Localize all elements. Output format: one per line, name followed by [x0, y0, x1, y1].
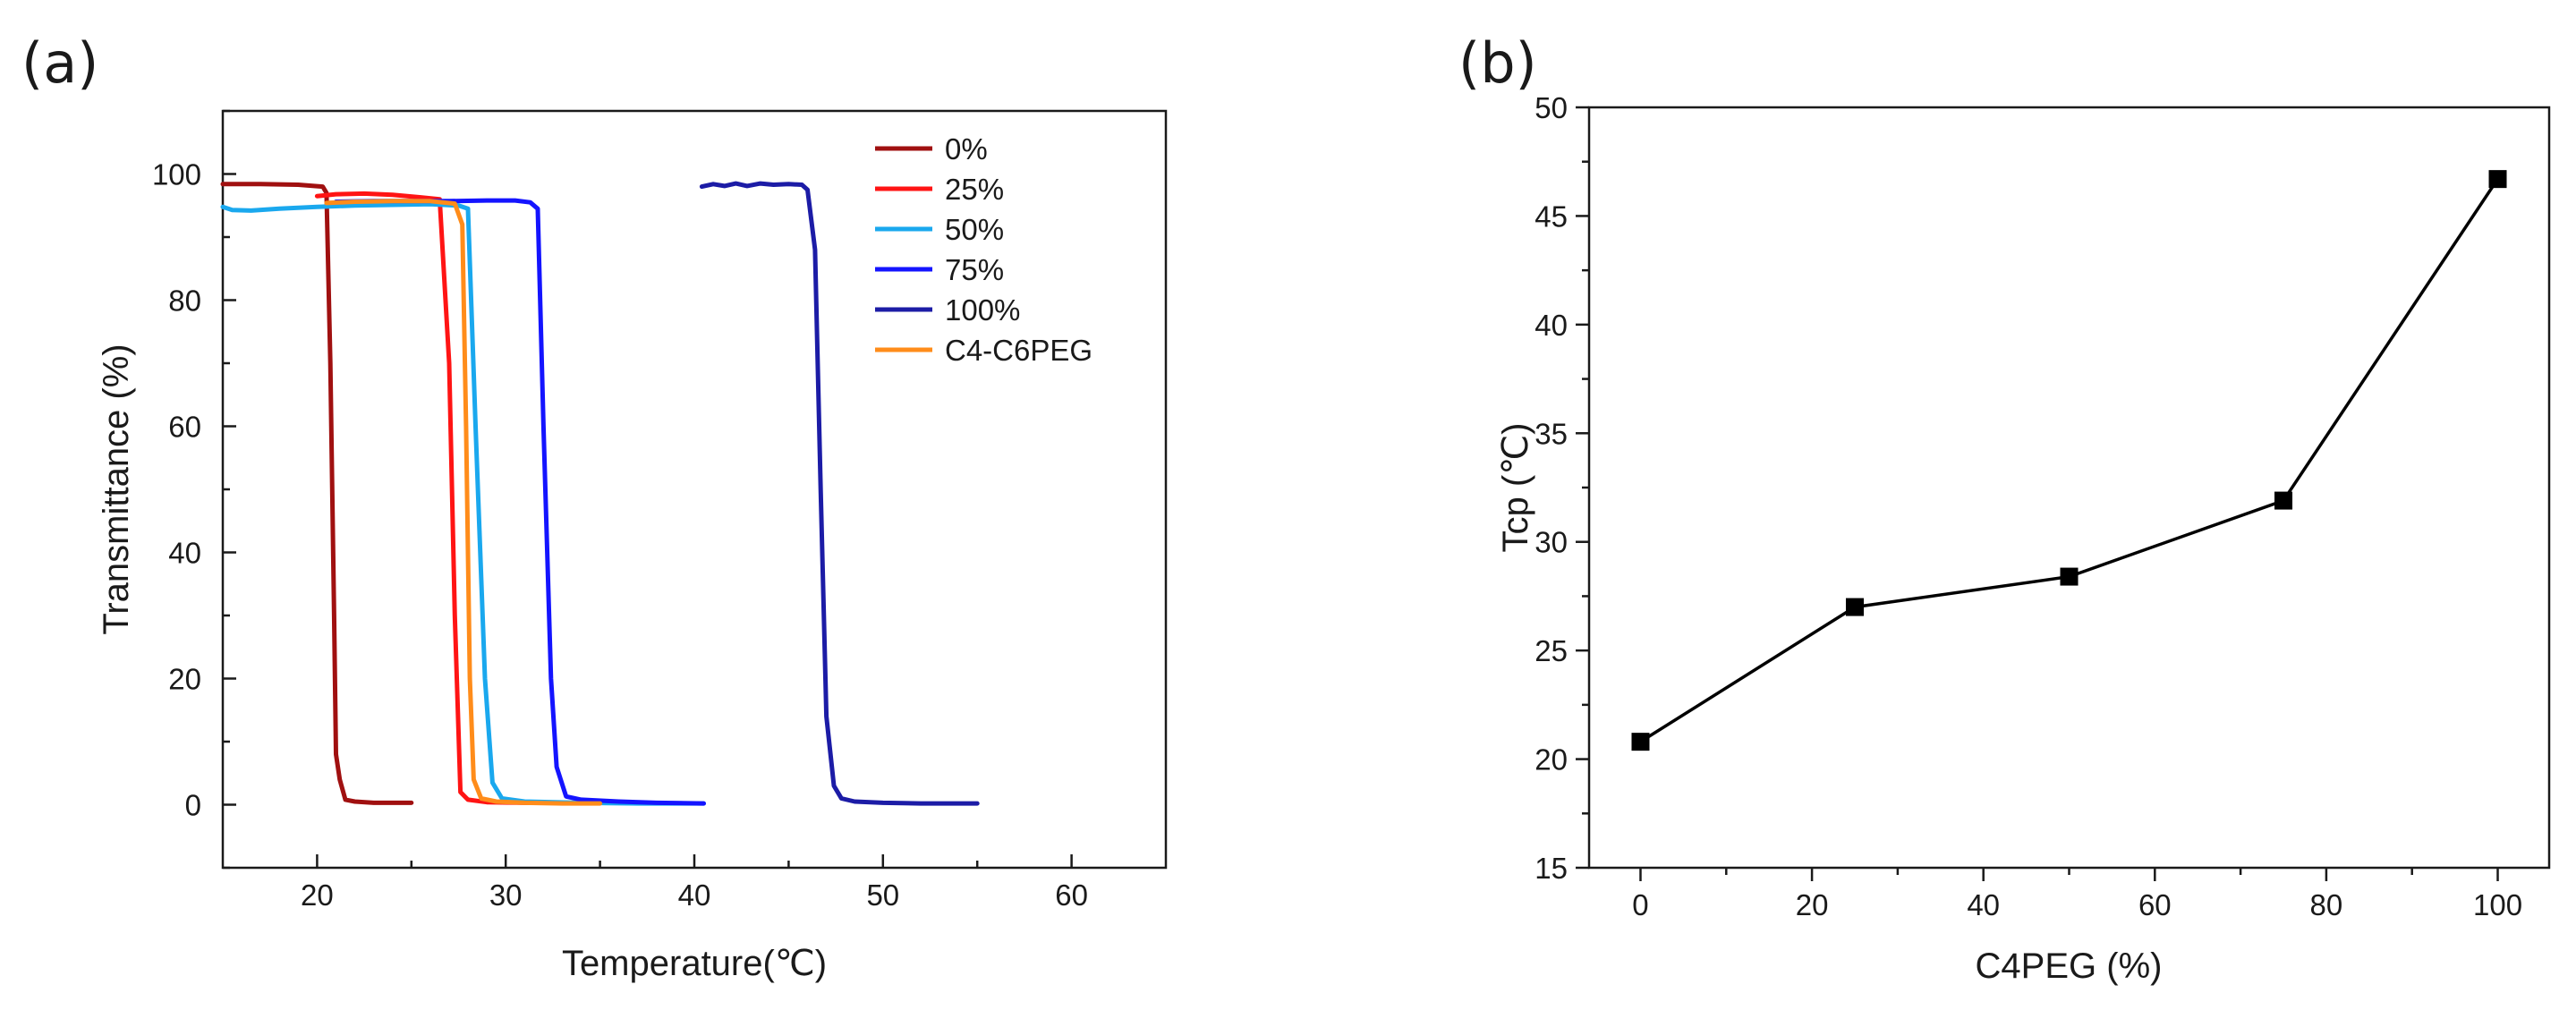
y-tick-label: 40: [168, 537, 201, 570]
panel-b-label: (b): [1458, 30, 1537, 96]
panel-b-tick-labels: 0 20 40 60 80 100 15 20 25 30 35 40 45 50: [1535, 91, 2522, 921]
x-tick-label: 60: [2138, 888, 2172, 921]
x-tick-label: 30: [489, 878, 523, 912]
panel-b-x-axis-title: C4PEG (%): [1976, 946, 2163, 986]
data-point-marker: [2060, 567, 2079, 586]
series-line-4: [334, 198, 706, 806]
y-tick-label: 45: [1535, 199, 1568, 233]
panel-a-x-axis-title: Temperature(℃): [562, 944, 827, 983]
y-tick-label: 40: [1535, 309, 1568, 342]
legend-label: 50%: [945, 213, 1004, 246]
panel-b-y-axis-title: Tcp (℃): [1496, 423, 1535, 553]
y-tick-label: 50: [1535, 91, 1568, 124]
panel-a-transmittance-chart: (a) 20 30 40 50 60 0 20 40 60 80 100 0% 25% 50% 75% 10…: [21, 30, 1168, 983]
panel-b-series-line: [1639, 178, 2499, 743]
tcp-series-line: [1639, 178, 2499, 743]
y-tick-label: 20: [1535, 743, 1568, 777]
y-tick-label: 25: [1535, 634, 1568, 667]
panel-a-y-axis-title: Transmittance (%): [97, 344, 136, 634]
x-tick-label: 20: [1796, 888, 1829, 921]
panel-a-series-lines: [220, 181, 980, 806]
panel-a-label: (a): [21, 30, 98, 96]
legend-label: C4-C6PEG: [945, 334, 1092, 367]
panel-a-tick-labels: 20 30 40 50 60 0 20 40 60 80 100: [152, 158, 1088, 912]
y-tick-label: 100: [152, 158, 201, 191]
y-tick-label: 0: [185, 789, 201, 822]
series-line-1: [220, 182, 414, 805]
y-tick-label: 20: [168, 663, 201, 696]
x-tick-label: 0: [1632, 888, 1648, 921]
panel-b-markers: [1631, 170, 2507, 751]
legend-label: 75%: [945, 253, 1004, 286]
data-point-marker: [2274, 491, 2293, 510]
x-tick-label: 60: [1055, 878, 1088, 912]
panel-a-ticks: [223, 109, 1073, 870]
series-line-2: [314, 191, 603, 805]
data-point-marker: [2488, 170, 2507, 189]
legend-label: 100%: [945, 293, 1020, 327]
data-point-marker: [1631, 733, 1650, 751]
x-tick-label: 40: [678, 878, 711, 912]
y-tick-label: 80: [168, 284, 201, 318]
y-tick-label: 35: [1535, 417, 1568, 450]
legend-label: 25%: [945, 173, 1004, 206]
panel-b-tcp-chart: (b) 0 20 40 60 80 100 15 20 25 30 35 40 45 50 C4PEG (…: [1458, 30, 2551, 986]
x-tick-label: 20: [301, 878, 334, 912]
series-line-6: [324, 199, 603, 806]
y-tick-label: 15: [1535, 852, 1568, 885]
legend-label: 0%: [945, 132, 988, 166]
x-tick-label: 50: [866, 878, 899, 912]
y-tick-label: 30: [1535, 526, 1568, 559]
panel-b-ticks: [1576, 106, 2499, 881]
panel-a-legend: 0% 25% 50% 75% 100% C4-C6PEG: [875, 132, 1092, 367]
x-tick-label: 100: [2473, 888, 2522, 921]
data-point-marker: [1845, 598, 1864, 616]
series-line-5: [699, 181, 980, 806]
x-tick-label: 80: [2310, 888, 2343, 921]
y-tick-label: 60: [168, 411, 201, 444]
panel-a-plot-frame: [221, 109, 1168, 870]
panel-b-plot-frame: [1587, 106, 2551, 870]
x-tick-label: 40: [1967, 888, 2000, 921]
